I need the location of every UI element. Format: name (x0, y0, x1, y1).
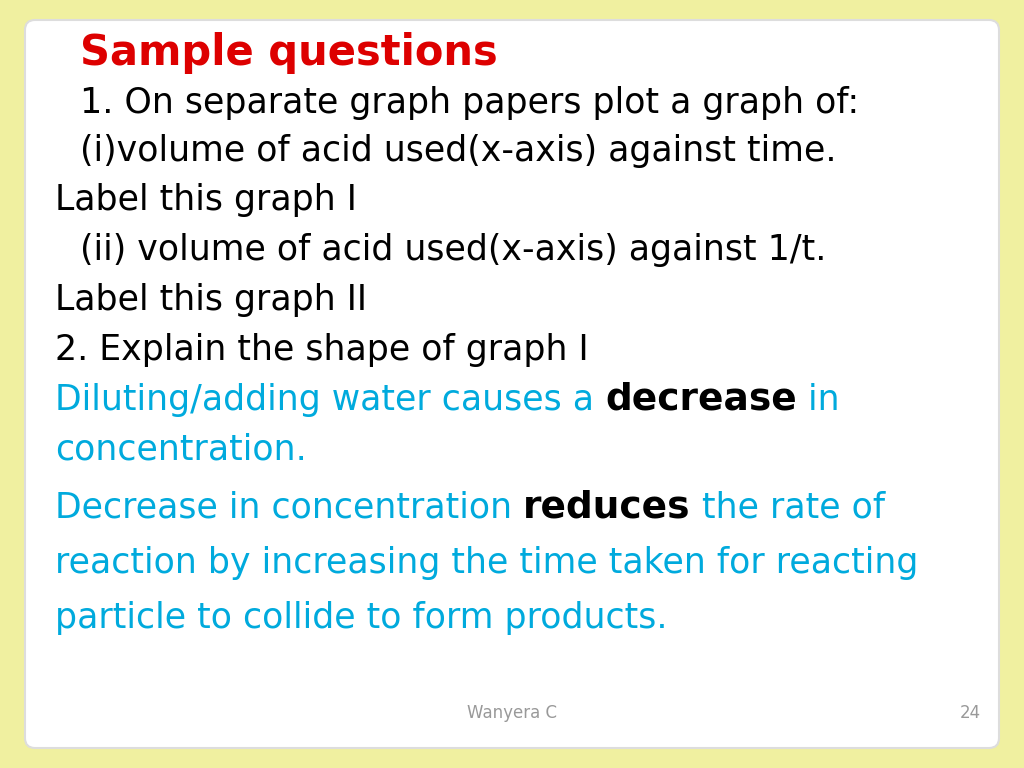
Text: (ii) volume of acid used(x-axis) against 1/t.: (ii) volume of acid used(x-axis) against… (80, 233, 826, 267)
Text: Label this graph I: Label this graph I (55, 183, 357, 217)
Text: Diluting/adding water causes a: Diluting/adding water causes a (55, 383, 605, 417)
FancyBboxPatch shape (25, 20, 999, 748)
Text: (i)volume of acid used(x-axis) against time.: (i)volume of acid used(x-axis) against t… (80, 134, 837, 168)
Text: Wanyera C: Wanyera C (467, 704, 557, 722)
Text: 1. On separate graph papers plot a graph of:: 1. On separate graph papers plot a graph… (80, 86, 859, 120)
Text: Decrease in concentration: Decrease in concentration (55, 491, 523, 525)
Text: the rate of: the rate of (690, 491, 885, 525)
Text: reduces: reduces (523, 490, 690, 526)
Text: Sample questions: Sample questions (80, 32, 498, 74)
Text: reaction by increasing the time taken for reacting: reaction by increasing the time taken fo… (55, 546, 919, 580)
Text: particle to collide to form products.: particle to collide to form products. (55, 601, 668, 635)
Text: 24: 24 (959, 704, 981, 722)
Text: in: in (797, 383, 840, 417)
Text: Label this graph II: Label this graph II (55, 283, 367, 317)
Text: 2. Explain the shape of graph I: 2. Explain the shape of graph I (55, 333, 589, 367)
Text: decrease: decrease (605, 382, 797, 418)
Text: concentration.: concentration. (55, 433, 307, 467)
